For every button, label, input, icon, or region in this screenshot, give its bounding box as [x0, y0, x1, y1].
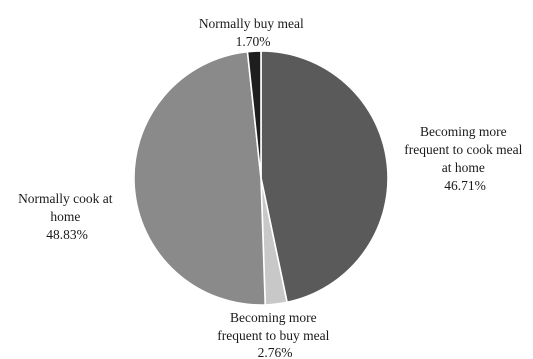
slice-labels: Becoming more frequent to cook meal at h…	[18, 16, 525, 359]
slice-normally-cook	[133, 50, 267, 306]
slice-normally-buy	[246, 50, 262, 179]
label-normally-cook: Normally cook at home 48.83%	[18, 191, 116, 242]
label-buy-more: Becoming more frequent to buy meal 2.76%	[217, 310, 332, 359]
label-cook-more: Becoming more frequent to cook meal at h…	[404, 124, 525, 193]
pie-slices	[133, 50, 389, 306]
slice-cook-more	[260, 50, 389, 304]
label-normally-buy: Normally buy meal 1.70%	[199, 16, 307, 49]
